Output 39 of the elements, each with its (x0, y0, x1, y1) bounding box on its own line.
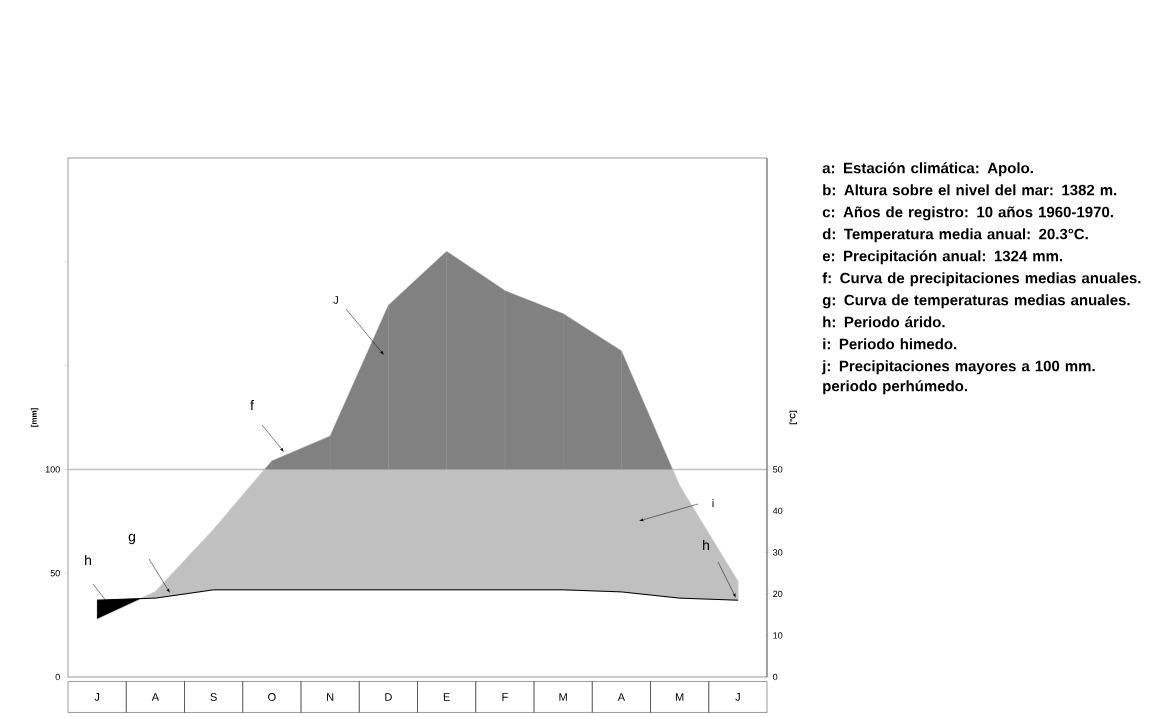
x-tick-label: F (502, 693, 508, 701)
x-tick-label: E (443, 693, 450, 701)
y2-tick-label: 30 (773, 549, 783, 556)
annotation: h (85, 554, 91, 566)
x-tick-label: A (617, 693, 626, 701)
x-tick-label: M (559, 693, 567, 701)
text: i: Periodo himedo. (823, 338, 957, 350)
text: h: Periodo árido. (823, 316, 945, 328)
x-tick-label: S (210, 693, 217, 701)
x-tick-label: J (94, 693, 100, 701)
text: d: Temperatura media anual: 20.3°C. (822, 228, 1088, 243)
x-tick-label: M (675, 693, 684, 701)
y-axis-title: [mm] (30, 408, 39, 427)
text: j: Precipitaciones mayores a 100 mm. periodo perhúmedo. (821, 360, 1095, 395)
annotation: J (333, 296, 338, 304)
y-tick-label: 0 (55, 673, 60, 681)
annotation: f (250, 399, 254, 411)
y-tick-label: 50 (50, 570, 60, 577)
annotation: i (712, 499, 714, 507)
y2-tick-label: 20 (773, 590, 783, 598)
text: f: Curva de precipitaciones medias anuales. (822, 272, 1141, 287)
x-tick-label: N (327, 693, 334, 701)
y-tick-label: 100 (45, 466, 60, 473)
y2-tick-label: 10 (773, 632, 783, 639)
text: a: Estación climática: Apolo. (822, 162, 1033, 177)
text: g: Curva de temperaturas medias anuales. (822, 294, 1130, 309)
x-tick-label: A (151, 693, 160, 701)
annotation: g (128, 533, 135, 545)
text: e: Precipitación anual: 1324 mm. (822, 250, 1063, 265)
x-tick-label: D (385, 693, 392, 701)
text: b: Altura sobre el nivel del mar: 1382 m. (823, 184, 1117, 196)
y2-tick-label: 40 (772, 507, 783, 515)
x-tick-label: J (735, 693, 740, 701)
y2-tick-label: 50 (773, 466, 783, 473)
y2-axis-title: [°C] (789, 410, 798, 425)
x-tick-label: O (268, 693, 276, 701)
annotation: h (703, 539, 709, 551)
y2-tick-label: 0 (773, 673, 778, 681)
text: c: Años de registro: 10 años 1960-1970. (822, 206, 1113, 221)
